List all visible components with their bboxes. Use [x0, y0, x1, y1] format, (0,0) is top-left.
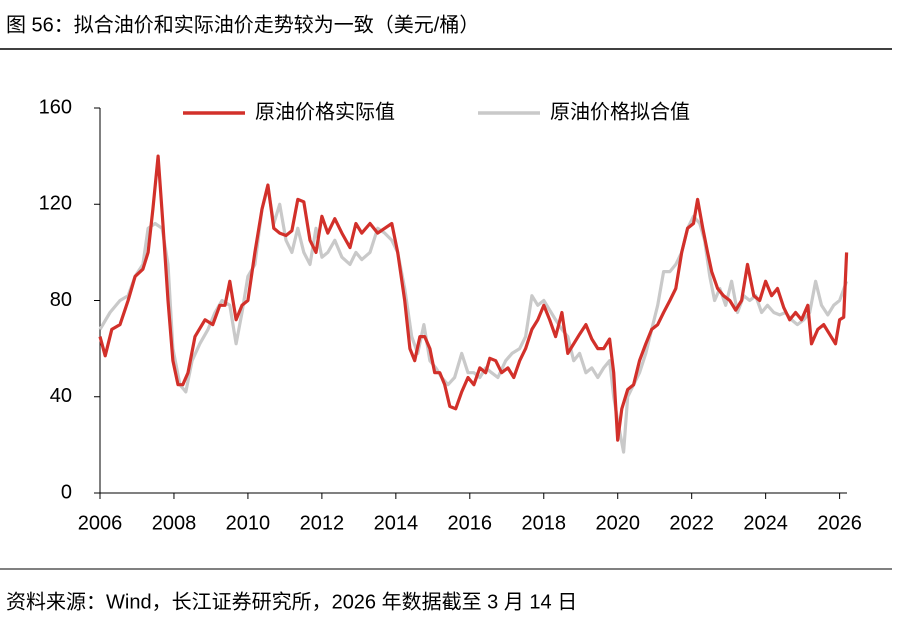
legend-label: 原油价格实际值 — [255, 100, 395, 123]
y-tick-label: 40 — [50, 385, 72, 407]
series-line — [98, 154, 849, 442]
x-tick-label: 2024 — [743, 512, 788, 534]
y-tick-label: 120 — [39, 193, 72, 215]
source-note: 资料来源：Wind，长江证券研究所，2026 年数据截至 3 月 14 日 — [6, 590, 577, 613]
x-tick-label: 2022 — [669, 512, 714, 534]
x-tick-label: 2014 — [374, 512, 419, 534]
x-tick-label: 2010 — [226, 512, 271, 534]
x-tick-label: 2026 — [817, 512, 862, 534]
y-tick-label: 80 — [50, 289, 72, 311]
x-tick-label: 2020 — [595, 512, 640, 534]
x-tick-label: 2016 — [448, 512, 493, 534]
y-tick-label: 0 — [61, 481, 72, 503]
y-tick-label: 160 — [39, 96, 72, 118]
x-tick-label: 2012 — [300, 512, 345, 534]
chart-title: 图 56：拟合油价和实际油价走势较为一致（美元/桶） — [6, 13, 479, 36]
x-tick-label: 2008 — [152, 512, 197, 534]
series-line — [98, 185, 849, 454]
x-tick-label: 2006 — [78, 512, 123, 534]
legend-label: 原油价格拟合值 — [550, 100, 690, 123]
x-tick-label: 2018 — [522, 512, 567, 534]
